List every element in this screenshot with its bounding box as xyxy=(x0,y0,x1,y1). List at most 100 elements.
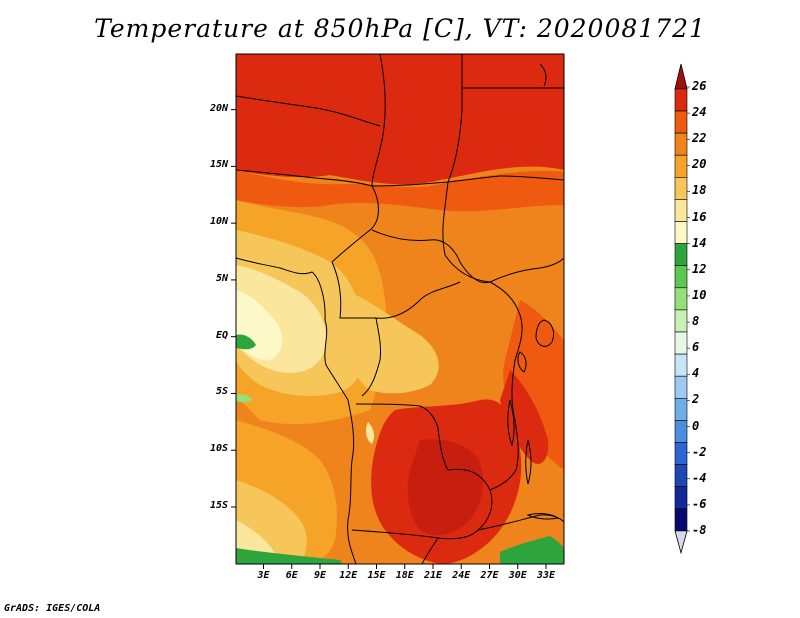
colorbar-segment xyxy=(674,177,688,200)
lon-label: 15E xyxy=(367,570,386,581)
field-west-green xyxy=(236,334,256,350)
field-southeast-green xyxy=(500,536,564,564)
colorbar-segment xyxy=(674,375,688,399)
lon-label: 27E xyxy=(480,570,499,581)
border-nigeria-cameroon xyxy=(331,185,379,263)
border-south-sudan xyxy=(489,257,565,283)
colorbar-bottom-arrow xyxy=(674,530,688,555)
border-sudan-east xyxy=(499,175,565,181)
lat-ticks xyxy=(231,109,236,508)
colorbar-label: 26 xyxy=(692,79,707,93)
temperature-field xyxy=(236,54,564,564)
colorbar-segment xyxy=(674,309,688,333)
lake-malawi xyxy=(525,439,532,485)
colorbar-segment xyxy=(674,464,688,488)
colorbar-label: -8 xyxy=(692,523,707,537)
colorbar-top-arrow xyxy=(674,63,688,90)
colorbar-segment xyxy=(674,486,688,510)
colorbar-label: 20 xyxy=(692,157,707,172)
colorbar-segment xyxy=(674,154,688,178)
field-north-warm xyxy=(236,170,564,212)
lon-label: 30E xyxy=(508,570,527,581)
colorbar-label: 18 xyxy=(692,183,707,198)
colorbar-segment xyxy=(674,243,688,267)
lat-label: 20N xyxy=(209,102,228,114)
colorbar-segment xyxy=(674,397,688,421)
colorbar-label: -6 xyxy=(692,496,707,511)
lake-victoria xyxy=(535,319,555,347)
colorbar-segment xyxy=(674,331,688,355)
lon-label: 9E xyxy=(313,570,327,581)
border-cameroon-gabon xyxy=(331,261,376,319)
border-angola-drc xyxy=(355,403,449,471)
lake-kariba xyxy=(526,513,560,520)
border-congo-drc-north xyxy=(375,281,461,319)
colorbar-segment xyxy=(674,132,688,156)
border-congo xyxy=(361,317,381,397)
credit-text: GrADS: IGES/COLA xyxy=(4,603,101,614)
map-borders xyxy=(235,53,565,565)
border-drc-east xyxy=(489,281,523,421)
border-niger-chad xyxy=(371,53,386,187)
field-east-warm xyxy=(503,300,564,470)
map-frame xyxy=(235,53,565,565)
field-north-hot xyxy=(236,54,564,185)
colorbar xyxy=(674,63,690,555)
lon-ticks xyxy=(263,564,547,569)
red-sea-coast xyxy=(539,63,547,87)
west-coastline xyxy=(235,257,357,565)
colorbar-segment xyxy=(674,199,688,222)
border-algeria-niger xyxy=(235,95,381,127)
lat-label: 5S xyxy=(215,386,228,398)
border-sahel-west xyxy=(235,169,373,187)
lon-label: 33E xyxy=(536,570,556,581)
lon-label: 3E xyxy=(257,570,270,581)
lon-label: 21E xyxy=(423,570,443,581)
colorbar-label: 12 xyxy=(692,261,707,276)
lat-label: 10S xyxy=(209,443,228,455)
border-egypt-libya xyxy=(447,54,463,183)
lat-label: 5N xyxy=(215,272,228,284)
lake-kivu xyxy=(517,351,527,373)
lon-label: 12E xyxy=(339,570,358,581)
lat-label: 15N xyxy=(209,159,228,171)
colorbar-label: 22 xyxy=(692,131,707,146)
field-south-core xyxy=(407,439,484,536)
lon-label: 6E xyxy=(285,570,298,581)
border-zimbabwe-mozambique xyxy=(477,514,565,531)
field-lake-spot xyxy=(365,422,375,444)
border-car xyxy=(371,229,491,284)
colorbar-label: 2 xyxy=(692,392,700,407)
colorbar-label: 0 xyxy=(692,418,700,433)
colorbar-segment xyxy=(674,442,688,465)
lon-label: 24E xyxy=(452,570,471,581)
lat-label: EQ xyxy=(215,329,228,341)
colorbar-label: -4 xyxy=(692,470,707,485)
border-zambia xyxy=(447,468,493,531)
colorbar-label: 8 xyxy=(692,314,700,329)
lon-label: 18E xyxy=(395,570,414,581)
colorbar-segment xyxy=(674,110,688,134)
map-lakes xyxy=(507,63,560,520)
colorbar-segment xyxy=(674,287,688,311)
colorbar-label: 6 xyxy=(692,340,700,355)
lat-label: 10N xyxy=(209,216,228,228)
field-west-lightgreen xyxy=(236,394,252,403)
colorbar-segment xyxy=(674,221,688,244)
chart-title: Temperature at 850hPa [C], VT: 202008172… xyxy=(94,14,706,43)
colorbar-label: -2 xyxy=(692,444,707,459)
colorbar-label: 16 xyxy=(692,209,707,224)
colorbar-label: 14 xyxy=(692,235,707,250)
colorbar-label: 4 xyxy=(692,366,700,381)
colorbar-label: 24 xyxy=(692,105,707,120)
colorbar-segment xyxy=(674,88,688,112)
colorbar-segment xyxy=(674,265,688,289)
lat-label: 15S xyxy=(209,500,228,511)
border-botswana xyxy=(421,537,439,565)
field-south-green xyxy=(236,548,342,564)
colorbar-segment xyxy=(674,420,688,443)
colorbar-label: 10 xyxy=(692,287,707,302)
border-drc-tanzania xyxy=(489,419,519,491)
colorbar-segment xyxy=(674,353,688,377)
